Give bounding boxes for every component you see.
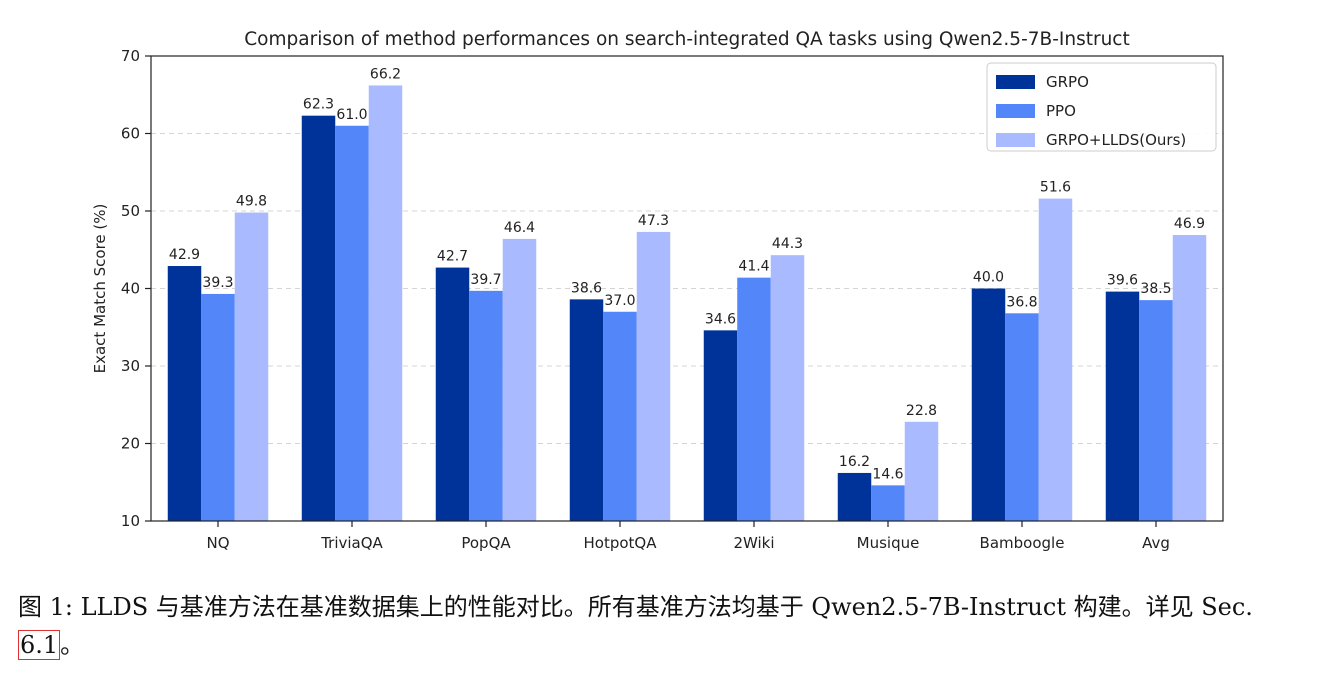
chart-canvas: 42.9 62.3 42.7 38.6 34.6 16.2 40.0 39.6 39.3 61.0… (91, 29, 1224, 552)
bar-TriviaQA-GRPO+LLDS(Ours) (368, 85, 403, 521)
y-tick-label: 20 (121, 435, 140, 453)
legend-swatch-GRPO (996, 75, 1035, 89)
bar-Avg-PPO (1139, 300, 1173, 521)
data-label: 37.0 (604, 293, 635, 309)
bar-2Wiki-GRPO+LLDS(Ours) (770, 255, 805, 522)
y-tick-label: 10 (121, 512, 140, 530)
data-label: 46.4 (504, 220, 535, 236)
y-axis-label: Exact Match Score (%) (91, 204, 109, 374)
section-reference-link[interactable]: 6.1 (18, 630, 61, 660)
data-label: 39.7 (470, 272, 501, 288)
legend-swatch-PPO (996, 104, 1035, 118)
data-label: 41.4 (738, 259, 769, 275)
bar-TriviaQA-GRPO (301, 115, 336, 522)
x-tick-label: PopQA (461, 534, 511, 552)
data-label: 22.8 (906, 403, 937, 419)
y-tick-label: 60 (121, 125, 140, 143)
data-label: 39.6 (1107, 273, 1138, 289)
bar-HotpotQA-GRPO+LLDS(Ours) (636, 231, 671, 522)
bar-TriviaQA-PPO (335, 125, 369, 521)
bar-Bamboogle-GRPO (971, 288, 1006, 521)
data-label: 51.6 (1040, 180, 1071, 196)
bar-Bamboogle-PPO (1005, 313, 1039, 521)
caption-text: 图 1: LLDS 与基准方法在基准数据集上的性能对比。所有基准方法均基于 Qw… (18, 593, 1253, 621)
data-label: 40.0 (973, 270, 1004, 286)
data-label: 44.3 (772, 236, 803, 252)
bar-PopQA-GRPO (435, 267, 470, 521)
y-tick-label: 70 (121, 47, 140, 65)
x-tick-label: HotpotQA (584, 534, 658, 552)
chart-title: Comparison of method performances on sea… (244, 29, 1129, 50)
data-label: 42.9 (169, 247, 200, 263)
x-tick-label: Bamboogle (980, 534, 1065, 552)
data-label: 66.2 (370, 66, 401, 82)
data-label: 34.6 (705, 311, 736, 327)
data-label: 16.2 (839, 454, 870, 470)
x-tick-label: Musique (857, 534, 920, 552)
y-tick-label: 50 (121, 202, 140, 220)
data-label: 36.8 (1006, 294, 1037, 310)
data-label: 61.0 (336, 107, 367, 123)
data-label: 46.9 (1174, 216, 1205, 232)
data-label: 47.3 (638, 213, 669, 229)
bar-HotpotQA-GRPO (569, 299, 604, 521)
x-tick-label: Avg (1142, 534, 1170, 552)
legend-swatch-GRPO+LLDS(Ours) (996, 133, 1035, 147)
bar-NQ-GRPO+LLDS(Ours) (234, 212, 269, 522)
bar-NQ-PPO (201, 293, 235, 521)
data-label: 62.3 (303, 97, 334, 113)
bar-NQ-GRPO (167, 266, 202, 521)
bar-Avg-GRPO (1105, 291, 1140, 521)
legend-box (986, 62, 1217, 152)
caption-tail: 。 (60, 631, 85, 659)
data-label: 49.8 (236, 194, 267, 210)
y-tick-label: 30 (121, 357, 140, 375)
bar-HotpotQA-PPO (603, 311, 637, 521)
bar-PopQA-GRPO+LLDS(Ours) (502, 238, 537, 521)
bar-Avg-GRPO+LLDS(Ours) (1172, 235, 1207, 521)
data-label: 14.6 (872, 466, 903, 482)
x-tick-label: 2Wiki (733, 534, 774, 552)
bar-Musique-GRPO+LLDS(Ours) (904, 421, 939, 521)
bar-Bamboogle-GRPO+LLDS(Ours) (1038, 198, 1073, 521)
x-tick-label: NQ (206, 534, 229, 552)
data-label: 38.5 (1140, 281, 1171, 297)
bar-chart: 42.9 62.3 42.7 38.6 34.6 16.2 40.0 39.6 39.3 61.0… (91, 29, 1224, 552)
y-tick-label: 40 (121, 280, 140, 298)
x-tick-label: TriviaQA (320, 534, 383, 552)
data-label: 38.6 (571, 280, 602, 296)
bar-Musique-PPO (871, 485, 905, 521)
bar-Musique-GRPO (837, 472, 872, 521)
bar-PopQA-PPO (469, 290, 503, 521)
data-label: 42.7 (437, 249, 468, 265)
bar-2Wiki-PPO (737, 277, 771, 521)
legend-label: GRPO+LLDS(Ours) (1046, 131, 1186, 149)
data-label: 39.3 (202, 275, 233, 291)
figure-caption: 图 1: LLDS 与基准方法在基准数据集上的性能对比。所有基准方法均基于 Qw… (18, 588, 1308, 664)
bar-2Wiki-GRPO (703, 330, 738, 521)
legend-label: GRPO (1046, 73, 1089, 91)
legend-label: PPO (1046, 102, 1076, 120)
